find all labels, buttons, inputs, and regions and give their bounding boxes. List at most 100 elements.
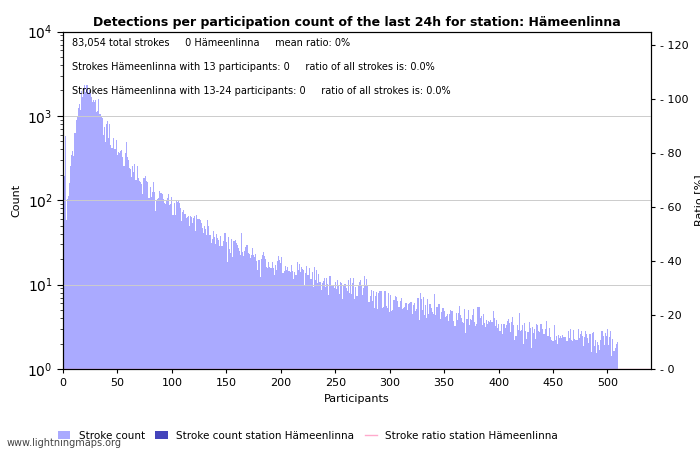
- Bar: [226, 242, 227, 450]
- Bar: [505, 394, 507, 450]
- Bar: [192, 394, 193, 450]
- Bar: [88, 394, 89, 450]
- Bar: [514, 339, 515, 450]
- Bar: [391, 311, 393, 450]
- Bar: [215, 394, 216, 450]
- Bar: [290, 272, 291, 450]
- Bar: [277, 394, 278, 450]
- Bar: [250, 394, 251, 450]
- Bar: [262, 394, 264, 450]
- Bar: [187, 394, 188, 450]
- Bar: [223, 233, 225, 450]
- Bar: [360, 394, 362, 450]
- Bar: [93, 100, 94, 450]
- Bar: [264, 394, 265, 450]
- Bar: [352, 394, 354, 450]
- Bar: [258, 260, 260, 450]
- Bar: [631, 369, 632, 450]
- Bar: [83, 94, 84, 450]
- Bar: [181, 221, 182, 450]
- Text: 83,054 total strokes     0 Hämeenlinna     mean ratio: 0%: 83,054 total strokes 0 Hämeenlinna mean …: [72, 38, 350, 48]
- Bar: [395, 297, 397, 450]
- Bar: [321, 394, 323, 450]
- Bar: [402, 309, 403, 450]
- Bar: [142, 194, 143, 450]
- Bar: [603, 345, 605, 450]
- Bar: [624, 369, 625, 450]
- Bar: [211, 394, 213, 450]
- Bar: [434, 294, 435, 450]
- Bar: [397, 301, 398, 450]
- Bar: [358, 282, 360, 450]
- Bar: [305, 274, 307, 450]
- Bar: [101, 394, 102, 450]
- Bar: [438, 394, 439, 450]
- Bar: [368, 302, 370, 450]
- Bar: [447, 394, 448, 450]
- Bar: [597, 342, 598, 450]
- Bar: [483, 314, 484, 450]
- Bar: [564, 338, 566, 450]
- Bar: [251, 394, 252, 450]
- Bar: [489, 323, 491, 450]
- Bar: [226, 394, 227, 450]
- Bar: [84, 85, 85, 450]
- Bar: [288, 394, 289, 450]
- Bar: [528, 394, 530, 450]
- Bar: [636, 394, 638, 450]
- Bar: [374, 394, 375, 450]
- Bar: [560, 336, 561, 450]
- Bar: [317, 283, 318, 450]
- Bar: [450, 394, 452, 450]
- Bar: [425, 305, 426, 450]
- Bar: [228, 238, 229, 450]
- Bar: [573, 394, 574, 450]
- Bar: [478, 394, 480, 450]
- Bar: [220, 236, 221, 450]
- Bar: [410, 302, 411, 450]
- Bar: [292, 271, 293, 450]
- Bar: [606, 337, 607, 450]
- Bar: [301, 394, 302, 450]
- Bar: [379, 291, 380, 450]
- Bar: [106, 124, 107, 450]
- Bar: [122, 394, 123, 450]
- Bar: [215, 244, 216, 450]
- Bar: [285, 394, 286, 450]
- Bar: [352, 284, 354, 450]
- Bar: [635, 394, 636, 450]
- Bar: [462, 394, 463, 450]
- Bar: [179, 394, 180, 450]
- Bar: [236, 394, 237, 450]
- Bar: [111, 394, 113, 450]
- Bar: [302, 269, 303, 450]
- Bar: [398, 394, 399, 450]
- Bar: [444, 394, 446, 450]
- Bar: [487, 324, 488, 450]
- Bar: [326, 278, 327, 450]
- Bar: [416, 309, 417, 450]
- Bar: [119, 153, 120, 450]
- Bar: [378, 293, 379, 450]
- Bar: [561, 338, 562, 450]
- Bar: [598, 345, 599, 450]
- Bar: [495, 394, 496, 450]
- Bar: [218, 240, 219, 450]
- Bar: [417, 394, 419, 450]
- Bar: [106, 394, 107, 450]
- Bar: [253, 255, 254, 450]
- Bar: [510, 332, 511, 450]
- Bar: [228, 394, 229, 450]
- Bar: [599, 350, 601, 450]
- Bar: [640, 369, 641, 450]
- Bar: [466, 394, 468, 450]
- Bar: [69, 183, 70, 450]
- Bar: [407, 394, 409, 450]
- Bar: [155, 211, 156, 450]
- Bar: [395, 394, 397, 450]
- Bar: [243, 256, 244, 450]
- Bar: [646, 394, 648, 450]
- Bar: [464, 309, 466, 450]
- Bar: [302, 394, 303, 450]
- Bar: [634, 394, 635, 450]
